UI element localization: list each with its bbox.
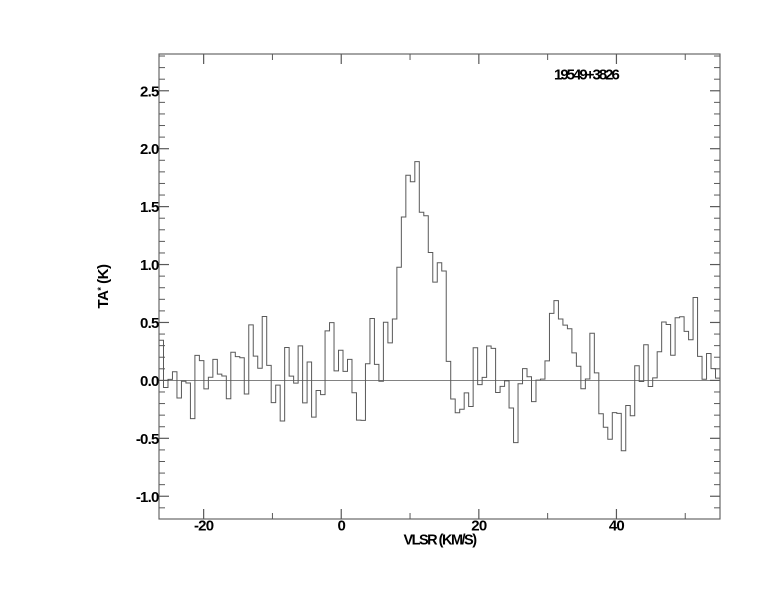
svg-text:TA* (K): TA* (K) bbox=[95, 264, 112, 308]
svg-text:40: 40 bbox=[609, 518, 625, 535]
svg-text:-1.0: -1.0 bbox=[136, 489, 159, 506]
svg-text:0: 0 bbox=[337, 518, 345, 535]
svg-text:1.5: 1.5 bbox=[140, 199, 159, 216]
svg-text:0.0: 0.0 bbox=[140, 373, 159, 390]
svg-text:19549+3826: 19549+3826 bbox=[554, 67, 619, 84]
svg-text:2.0: 2.0 bbox=[140, 141, 159, 158]
svg-text:0.5: 0.5 bbox=[140, 315, 159, 332]
svg-text:1.0: 1.0 bbox=[140, 257, 159, 274]
svg-text:2.5: 2.5 bbox=[140, 83, 159, 100]
svg-text:VLSR (KM/S): VLSR (KM/S) bbox=[403, 533, 477, 549]
svg-text:-0.5: -0.5 bbox=[136, 431, 159, 448]
svg-text:-20: -20 bbox=[194, 518, 214, 535]
